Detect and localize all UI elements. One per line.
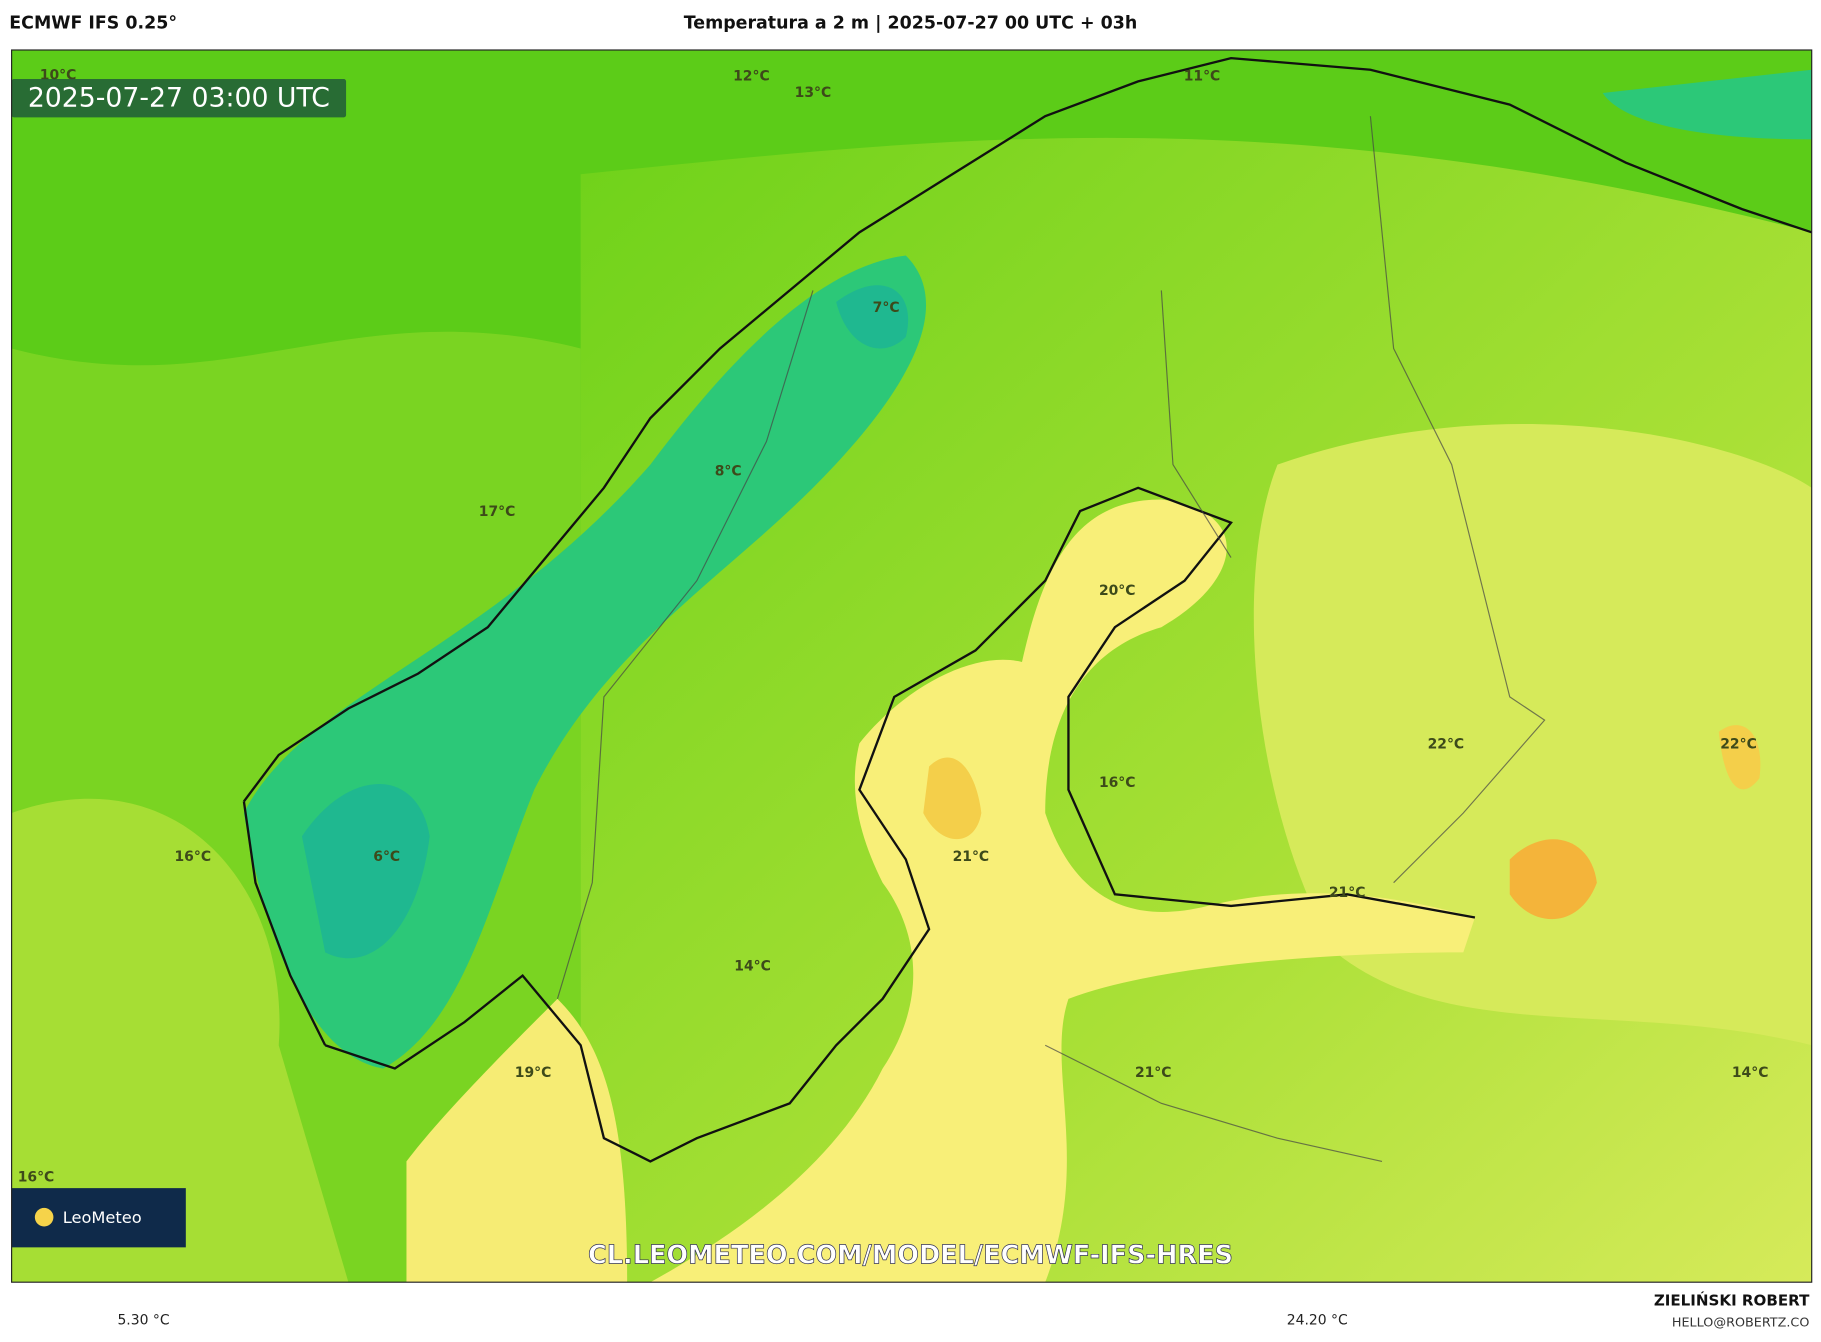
warm-core: [1509, 839, 1597, 920]
map-frame: [11, 49, 1813, 1283]
temperature-label: 19°C: [515, 1065, 552, 1081]
colorbar-max: 24.20 °C: [1287, 1313, 1348, 1329]
temperature-label: 21°C: [1329, 885, 1366, 901]
warm-core: [1718, 725, 1761, 790]
timestamp: 2025-07-27 03:00 UTC: [28, 82, 330, 113]
temperature-label: 17°C: [479, 504, 516, 520]
warm-field: [1253, 423, 1812, 1046]
temperature-label: 8°C: [715, 464, 742, 480]
temperature-label: 14°C: [734, 958, 771, 974]
temperature-label: 16°C: [18, 1170, 55, 1186]
cold-core: [301, 783, 430, 959]
temperature-label: 6°C: [373, 849, 400, 865]
model-name: ECMWF IFS 0.25°: [9, 13, 177, 33]
timestamp-box: [11, 79, 347, 118]
temperature-label: 12°C: [733, 69, 770, 85]
coastline: [242, 56, 1812, 1163]
temperature-label: 22°C: [1428, 736, 1465, 752]
baltic-warm: [650, 499, 1475, 1283]
border: [556, 116, 1546, 1162]
temperature-label: 13°C: [795, 85, 832, 101]
map-title: Temperatura a 2 m | 2025-07-27 00 UTC + …: [684, 13, 1138, 33]
colorbar-min: 5.30 °C: [117, 1313, 169, 1329]
temperature-label: 11°C: [1184, 69, 1221, 85]
cold-core: [836, 285, 909, 349]
temperature-label: 7°C: [873, 300, 900, 316]
temperature-label: 16°C: [175, 849, 212, 865]
temp-field: [11, 798, 349, 1283]
temperature-label: 22°C: [1720, 736, 1757, 752]
author: ZIELIŃSKI ROBERT: [1654, 1290, 1810, 1309]
logo-icon: [34, 1207, 54, 1227]
temperature-label: 14°C: [1732, 1065, 1769, 1081]
temperature-label: 21°C: [953, 849, 990, 865]
logo: LeoMeteo: [63, 1208, 142, 1227]
map: 10°C 12°C13°C11°C7°C8°C17°C20°C22°C 22°C16…: [11, 49, 1812, 1283]
temperature-label: 16°C: [1099, 775, 1136, 791]
temperature-label: 20°C: [1099, 583, 1136, 599]
denmark-warm: [406, 998, 628, 1283]
warm-core: [923, 757, 982, 840]
temperature-label: 21°C: [1135, 1065, 1172, 1081]
contact: HELLO@ROBERTZ.CO: [1672, 1315, 1810, 1330]
watermark: CL.LEOMETEO.COM/MODEL/ECMWF-IFS-HRES: [588, 1241, 1233, 1271]
temperature-labels: 10°C 12°C13°C11°C7°C8°C17°C20°C22°C 22°C16…: [18, 68, 1769, 1186]
cold-field: [1602, 69, 1812, 140]
